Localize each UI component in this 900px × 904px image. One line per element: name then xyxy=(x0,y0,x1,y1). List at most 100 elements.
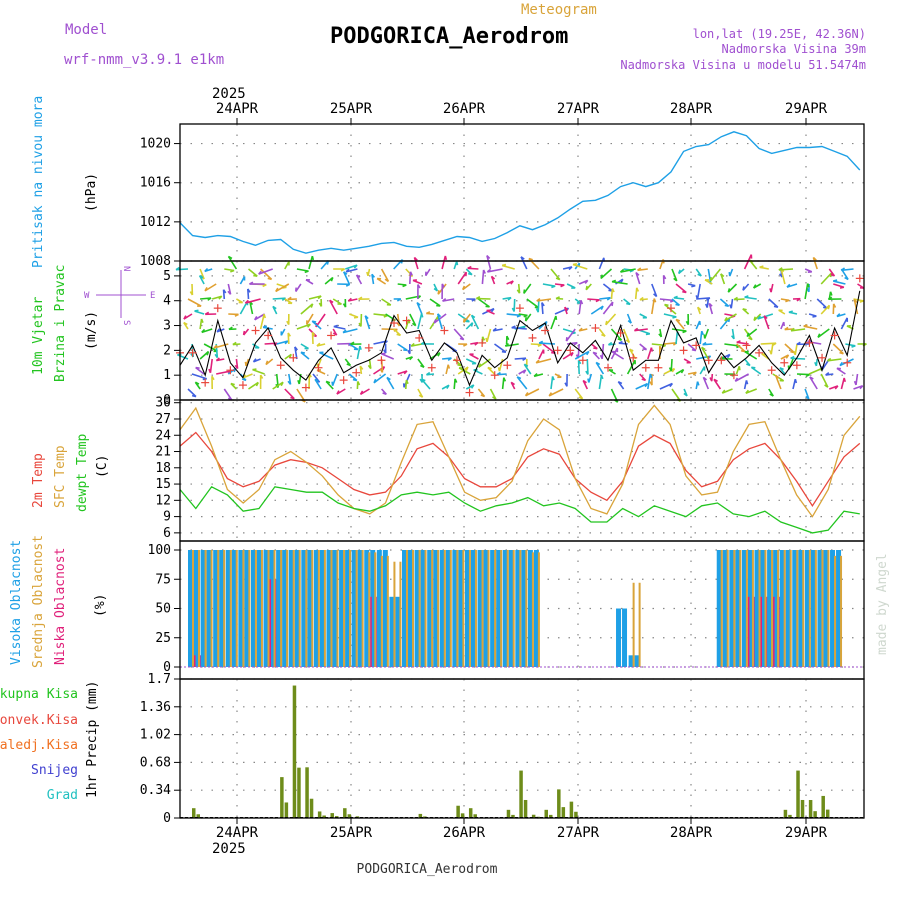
wind-arrowhead xyxy=(729,272,730,276)
wind-arrow xyxy=(672,389,680,401)
wind-arrow xyxy=(665,305,676,314)
pressure-tick-label: 1008 xyxy=(140,254,171,269)
cloud-bar xyxy=(268,550,270,667)
wind-arrowhead xyxy=(457,365,461,366)
cloud-bar xyxy=(236,550,238,667)
precip-bar xyxy=(801,800,805,818)
wind-arrow xyxy=(297,269,309,271)
cloud-bar xyxy=(456,550,458,667)
wind-arrow xyxy=(710,269,720,281)
wind-arrow xyxy=(676,284,686,292)
wind-tick-label: 1 xyxy=(163,368,171,383)
cloud-bar xyxy=(622,609,627,668)
wind-tick-label: 2 xyxy=(163,343,171,358)
cloud-bar xyxy=(759,550,761,667)
pressure-tick-label: 1020 xyxy=(140,137,171,152)
wind-arrow xyxy=(517,377,527,389)
wind-arrow xyxy=(797,374,810,375)
cloud-bar xyxy=(261,550,263,667)
cloud-bar xyxy=(336,550,338,667)
cloud-bar xyxy=(752,550,754,667)
cloud-tick-label: 75 xyxy=(155,572,171,587)
wind-arrow xyxy=(507,314,521,315)
cloud-bar xyxy=(406,550,408,667)
wind-arrowhead xyxy=(353,380,357,381)
wind-arrowhead xyxy=(312,256,313,260)
wind-arrow xyxy=(549,389,563,396)
temperature-panel-frame xyxy=(180,400,864,541)
cloud-bar xyxy=(525,550,527,667)
precip-bar xyxy=(557,789,561,818)
top-date-label: 24APR xyxy=(216,101,259,117)
wind-arrow xyxy=(514,299,515,312)
temperature-tick-label: 15 xyxy=(155,477,171,492)
temperature-tick-label: 6 xyxy=(163,526,171,541)
wind-arrowhead xyxy=(334,325,338,326)
wind-arrowhead xyxy=(754,317,755,321)
wind-arrow xyxy=(841,318,847,329)
footer-title: PODGORICA_Aerodrom xyxy=(357,862,498,877)
wind-arrowhead xyxy=(828,305,829,309)
cloud-bar xyxy=(399,562,401,667)
wind-arrowhead xyxy=(245,362,246,366)
mid-cloud-ylabel: Srednja Oblacnost xyxy=(31,535,46,668)
wind-arrow xyxy=(698,284,701,299)
cloud-bar xyxy=(748,597,750,667)
wind-arrow xyxy=(430,299,440,306)
precip-bar xyxy=(821,796,825,818)
wind-arrowhead xyxy=(789,311,793,312)
wind-arrows xyxy=(176,255,867,403)
wind-arrowhead xyxy=(588,379,589,383)
cloud-tick-label: 100 xyxy=(148,543,171,558)
bottom-year: 2025 xyxy=(212,841,246,857)
cloud-bar xyxy=(192,550,194,667)
bottom-date-label: 24APR xyxy=(216,825,259,841)
wind-arrow xyxy=(810,377,817,389)
wind-arrowhead xyxy=(676,304,680,305)
wind-ylabel-1: 10m Vjetar xyxy=(31,297,46,375)
wind-arrow xyxy=(745,297,757,299)
wind-arrowhead xyxy=(354,317,358,318)
cloud-bar xyxy=(834,556,836,667)
wind-arrowhead xyxy=(290,398,294,399)
wind-arrow xyxy=(410,272,411,284)
plot-layer: 24APR24APR25APR25APR26APR26APR27APR27APR… xyxy=(140,101,867,841)
wind-arrowhead xyxy=(312,321,316,322)
cloud-bar xyxy=(248,550,250,667)
wind-tick-label: 3 xyxy=(163,319,171,334)
cloud-bar xyxy=(538,552,540,667)
legend-grad: Grad xyxy=(47,788,78,803)
wind-arrow xyxy=(676,332,677,344)
precip-bar xyxy=(784,810,788,818)
wind-arrowhead xyxy=(840,353,844,354)
wind-arrowhead xyxy=(743,309,747,310)
wind-ylabel-2: Brzina i Pravac xyxy=(53,265,68,382)
wind-arrow xyxy=(422,379,430,389)
wind-arrow xyxy=(188,299,201,306)
cloud-bar xyxy=(324,550,326,667)
wind-arrowhead xyxy=(728,288,729,292)
wind-arrow xyxy=(503,378,504,389)
wind-arrowhead xyxy=(743,286,744,290)
wind-arrowhead xyxy=(445,256,446,260)
cloud-bar xyxy=(330,550,332,667)
precip-bar xyxy=(343,808,347,818)
wind-arrowhead xyxy=(556,316,557,320)
cloud-bar xyxy=(217,550,219,667)
wind-arrow xyxy=(817,299,827,308)
temperature-tick-label: 9 xyxy=(163,510,171,525)
wind-arrow xyxy=(700,331,702,344)
elevation-label: Nadmorska Visina 39m xyxy=(722,42,867,56)
wind-arrow xyxy=(539,343,555,344)
wind-arrow xyxy=(487,329,491,342)
dewpoint-line xyxy=(180,487,860,533)
precip-bar xyxy=(507,810,511,818)
top-date-label: 25APR xyxy=(330,101,373,117)
wind-arrowhead xyxy=(301,352,305,353)
wind-arrow xyxy=(648,374,651,389)
pressure-tick-label: 1016 xyxy=(140,176,171,191)
cloud-bar xyxy=(194,655,196,667)
wind-arrow xyxy=(499,359,502,371)
